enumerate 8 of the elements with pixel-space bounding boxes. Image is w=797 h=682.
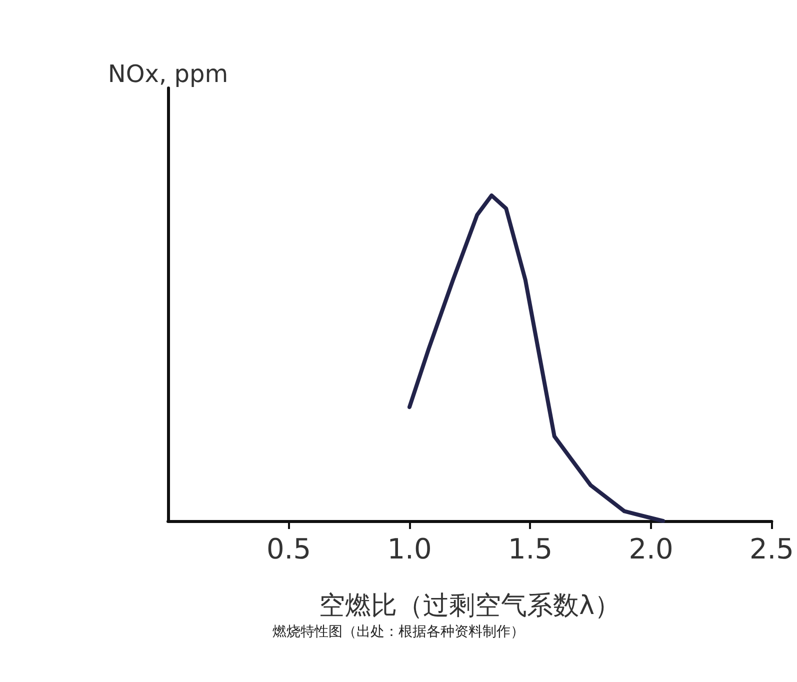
x-tick-label: 1.5 <box>508 532 553 566</box>
x-axis-title: 空燃比（过剩空气系数λ） <box>319 591 621 621</box>
x-tick-label: 1.0 <box>387 532 432 566</box>
x-tick-label: 0.5 <box>266 532 312 566</box>
x-tick-label: 2.0 <box>628 532 674 566</box>
text: 燃烧特性图（出处：根据各种资料制作） <box>272 624 524 640</box>
y-axis-title: NOx, ppm <box>108 60 228 88</box>
x-tick-label: 2.5 <box>749 532 794 566</box>
